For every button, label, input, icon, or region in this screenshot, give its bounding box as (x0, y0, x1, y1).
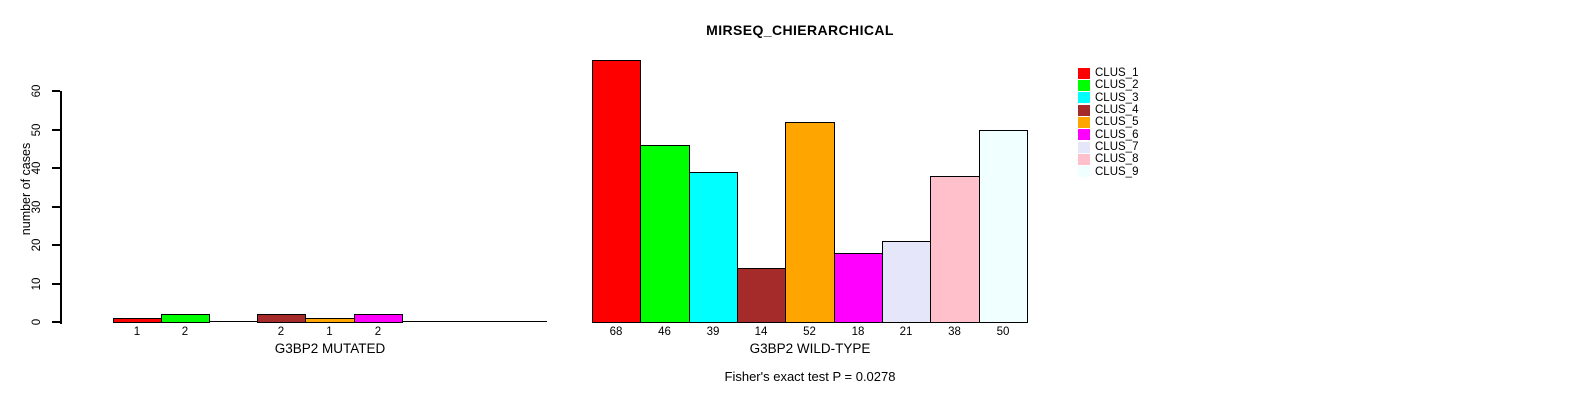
bar-value-label: 46 (658, 326, 671, 338)
bar-clus_5-mutated (305, 318, 355, 323)
y-axis-tick-label: 40 (31, 161, 43, 175)
bar-value-label: 2 (181, 326, 189, 338)
y-axis-tick (52, 167, 60, 169)
y-axis-tick-label: 0 (31, 318, 43, 326)
bar-clus_8-mutated-zero (450, 321, 499, 322)
legend-swatch-clus_2 (1078, 79, 1090, 91)
bar-clus_3-mutated-zero (209, 321, 258, 322)
bar-value-label: 50 (996, 326, 1010, 338)
bar-clus_5-wild-type (785, 122, 835, 323)
y-axis-label: number of cases (19, 142, 33, 236)
bar-clus_4-mutated (257, 314, 306, 323)
legend-item-clus_6: CLUS_6 (1078, 129, 1138, 141)
y-axis-tick (52, 244, 60, 246)
bar-value-label: 21 (899, 326, 913, 338)
bar-clus_1-wild-type (592, 60, 641, 323)
legend-label: CLUS_9 (1095, 165, 1139, 178)
bar-clus_6-wild-type (834, 253, 883, 323)
fisher-test-annotation: Fisher's exact test P = 0.0278 (724, 369, 896, 384)
legend-label: CLUS_7 (1095, 141, 1139, 154)
legend-swatch-clus_5 (1078, 116, 1090, 128)
legend-item-clus_3: CLUS_3 (1078, 92, 1138, 104)
bar-clus_2-wild-type (640, 145, 690, 323)
bar-value-label: 18 (851, 326, 865, 338)
y-axis-tick (52, 321, 60, 323)
y-axis-tick-label: 60 (31, 84, 43, 98)
y-axis-tick-label: 30 (31, 200, 43, 214)
legend-item-clus_5: CLUS_5 (1078, 116, 1138, 128)
y-axis-tick (52, 283, 60, 285)
y-axis-tick-label: 20 (31, 238, 43, 252)
legend-label: CLUS_2 (1095, 79, 1139, 92)
bar-value-label: 1 (133, 326, 141, 338)
legend-label: CLUS_1 (1095, 67, 1139, 80)
legend-item-clus_8: CLUS_8 (1078, 153, 1138, 165)
bar-clus_8-wild-type (930, 176, 980, 323)
x-axis-label-wildtype: G3BP2 WILD-TYPE (749, 341, 871, 356)
legend-swatch-clus_6 (1078, 129, 1090, 141)
bar-value-label: 52 (803, 326, 816, 338)
legend-swatch-clus_1 (1078, 67, 1090, 79)
chart-title: MIRSEQ_CHIERARCHICAL (706, 22, 894, 38)
legend-swatch-clus_8 (1078, 153, 1090, 165)
x-axis-label-mutated: G3BP2 MUTATED (274, 341, 386, 356)
bar-value-label: 68 (609, 326, 623, 338)
bar-clus_3-wild-type (689, 172, 738, 323)
legend-label: CLUS_8 (1095, 153, 1139, 166)
legend-label: CLUS_4 (1095, 104, 1139, 117)
bar-value-label: 14 (754, 326, 768, 338)
bar-clus_9-wild-type (979, 130, 1028, 323)
legend-item-clus_4: CLUS_4 (1078, 104, 1138, 116)
bar-clus_4-wild-type (737, 268, 786, 323)
legend-item-clus_2: CLUS_2 (1078, 79, 1138, 91)
legend-swatch-clus_4 (1078, 104, 1090, 116)
bar-value-label: 2 (374, 326, 382, 338)
bar-value-label: 2 (277, 326, 285, 338)
bar-value-label: 1 (326, 326, 333, 338)
legend-label: CLUS_3 (1095, 91, 1139, 104)
y-axis-tick-label: 10 (31, 277, 43, 291)
legend: CLUS_1 CLUS_2 CLUS_3 CLUS_4 CLUS_5 CLUS_6 CLUS… (1078, 67, 1138, 178)
legend-swatch-clus_9 (1078, 166, 1090, 178)
bar-clus_2-mutated (161, 314, 210, 323)
legend-item-clus_1: CLUS_1 (1078, 67, 1138, 79)
bar-value-label: 38 (948, 326, 961, 338)
y-axis-tick (52, 90, 60, 92)
y-axis-tick (52, 129, 60, 131)
legend-item-clus_7: CLUS_7 (1078, 141, 1138, 153)
bar-clus_1-mutated (113, 318, 162, 323)
bar-clus_6-mutated (354, 314, 403, 323)
legend-label: CLUS_6 (1095, 128, 1139, 141)
legend-swatch-clus_3 (1078, 92, 1090, 104)
y-axis-tick (52, 206, 60, 208)
legend-item-clus_9: CLUS_9 (1078, 166, 1138, 178)
legend-label: CLUS_5 (1095, 116, 1139, 129)
bar-clus_7-mutated-zero (402, 321, 451, 322)
bar-value-label: 39 (706, 326, 720, 338)
y-axis-line (60, 91, 62, 324)
y-axis-tick-label: 50 (31, 123, 43, 137)
bar-clus_9-mutated-zero (498, 321, 547, 322)
bar-clus_7-wild-type (882, 241, 931, 323)
legend-swatch-clus_7 (1078, 141, 1090, 153)
